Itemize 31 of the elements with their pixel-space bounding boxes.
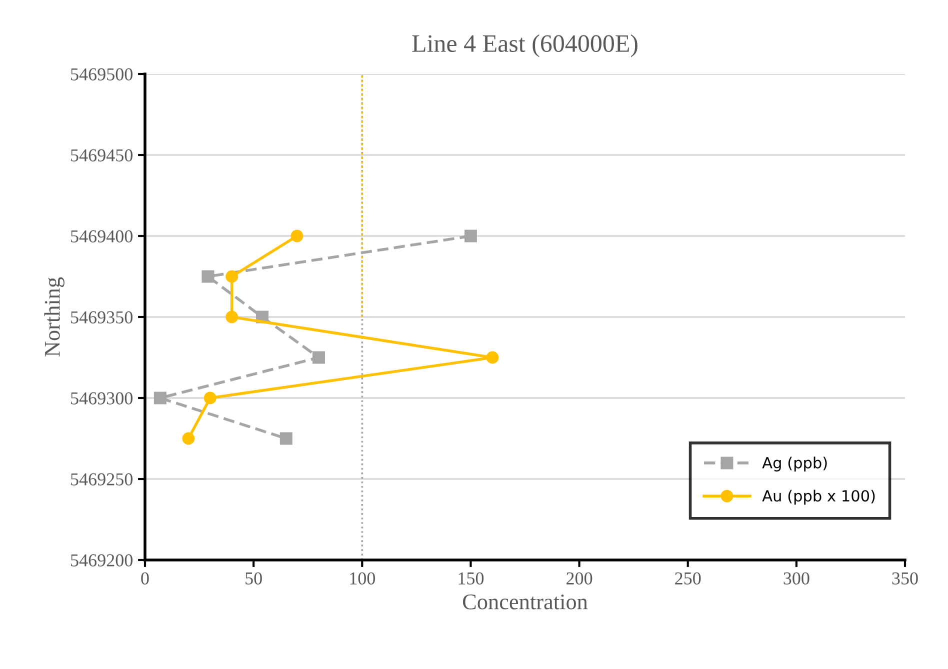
x-tick-label: 0 <box>141 572 149 585</box>
point <box>486 351 499 364</box>
point <box>226 310 238 324</box>
y-axis-title: Northing <box>44 277 64 356</box>
x-tick-label: 350 <box>892 572 918 585</box>
y-tick-label: 5469400 <box>71 230 133 242</box>
y-tick-label: 5469450 <box>71 149 133 162</box>
point <box>154 392 166 404</box>
x-tick-label: 250 <box>675 572 701 585</box>
chart-title: Line 4 East (604000E) <box>412 34 638 58</box>
y-tick-label: 5469500 <box>71 68 133 80</box>
legend-label: Ag (ppb) <box>762 456 827 472</box>
point <box>202 270 214 283</box>
point <box>464 230 477 242</box>
y-tick-label: 5469300 <box>71 392 133 404</box>
x-tick-label: 300 <box>784 572 810 585</box>
x-axis-title: Concentration <box>462 594 588 610</box>
y-tick-label: 5469250 <box>71 473 133 486</box>
point <box>204 392 216 404</box>
point <box>182 432 195 445</box>
y-tick-label: 5469200 <box>71 554 133 566</box>
x-tick-label: 200 <box>566 572 592 585</box>
point <box>280 432 292 445</box>
x-tick-label: 50 <box>246 572 262 585</box>
x-tick-label: 100 <box>350 572 375 585</box>
point <box>312 351 325 364</box>
y-tick-label: 5469350 <box>71 311 133 324</box>
point <box>226 270 238 283</box>
legend-label: Au (ppb x 100) <box>762 490 875 505</box>
point <box>290 230 304 242</box>
x-tick-label: 150 <box>458 572 484 585</box>
